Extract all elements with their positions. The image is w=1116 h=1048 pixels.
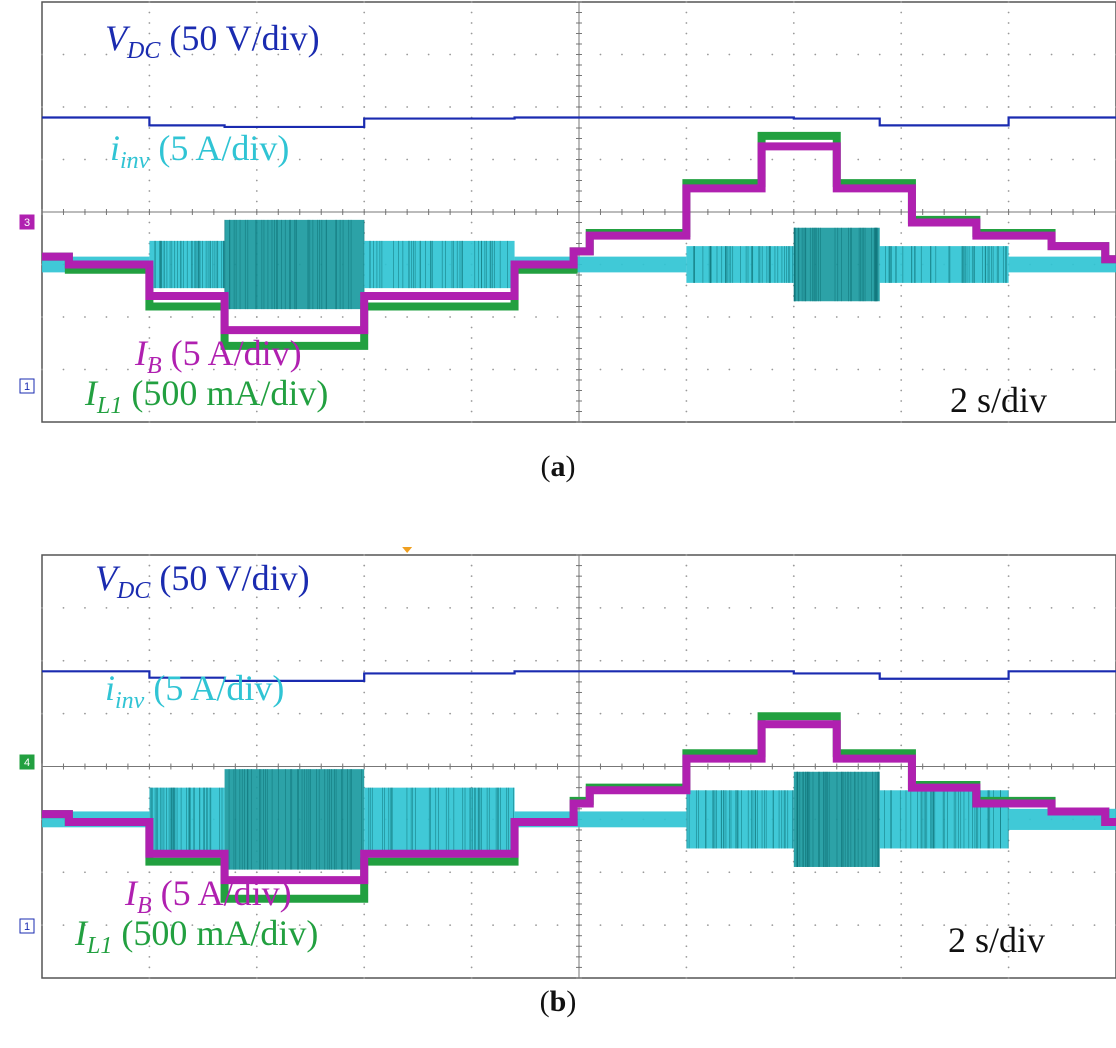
caption-a: (a) <box>540 450 576 483</box>
channel-marker-label: 4 <box>24 757 30 769</box>
oscilloscope-chart-b: 4 1 VDC (50 V/div) iinv (5 A/div) IB (5 A/di… <box>19 547 1116 979</box>
series-v-dc <box>42 670 1116 682</box>
label-i-inv: iinv (5 A/div) <box>110 128 289 174</box>
i-inv-segment <box>686 790 794 849</box>
i-inv-segment <box>364 787 515 852</box>
channel-marker: 1 <box>19 378 35 394</box>
oscilloscope-chart-a: 3 1 VDC (50 V/div) iinv (5 A/div) IB (5 A/di… <box>19 1 1116 423</box>
channel-marker-label: 3 <box>24 217 30 229</box>
label-v-dc: VDC (50 V/div) <box>95 558 310 604</box>
i-inv-segment <box>224 769 365 870</box>
i-inv-segment <box>579 256 687 273</box>
i-inv-segment <box>1008 256 1116 273</box>
label-v-dc: VDC (50 V/div) <box>105 18 320 64</box>
channel-marker-label: 1 <box>24 381 30 393</box>
channel-marker-label: 1 <box>24 921 30 933</box>
time-scale-label: 2 s/div <box>948 920 1045 960</box>
channel-marker: 4 <box>19 754 35 770</box>
label-i-b: IB (5 A/div) <box>134 333 302 379</box>
trigger-marker <box>402 547 413 553</box>
label-i-inv: iinv (5 A/div) <box>105 668 284 714</box>
label-i-l1: IL1 (500 mA/div) <box>84 373 328 419</box>
channel-marker: 3 <box>19 214 35 230</box>
i-inv-segment <box>879 246 1009 283</box>
panel-b: 4 1 VDC (50 V/div) iinv (5 A/div) IB (5 A/di… <box>0 540 1116 1048</box>
series-i-b <box>42 142 1116 335</box>
time-scale-label: 2 s/div <box>950 380 1047 420</box>
i-inv-segment <box>364 240 515 289</box>
panel-a: 3 1 VDC (50 V/div) iinv (5 A/div) IB (5 A/di… <box>0 0 1116 500</box>
caption-b: (b) <box>539 985 577 1018</box>
channel-marker: 1 <box>19 918 35 934</box>
i-inv-segment <box>579 811 687 828</box>
series-v-dc <box>42 116 1116 129</box>
series-i-inv <box>42 769 1116 870</box>
i-inv-segment <box>793 227 880 302</box>
label-i-b: IB (5 A/div) <box>124 873 292 919</box>
series-i-b <box>42 720 1116 885</box>
label-i-l1: IL1 (500 mA/div) <box>74 913 318 959</box>
